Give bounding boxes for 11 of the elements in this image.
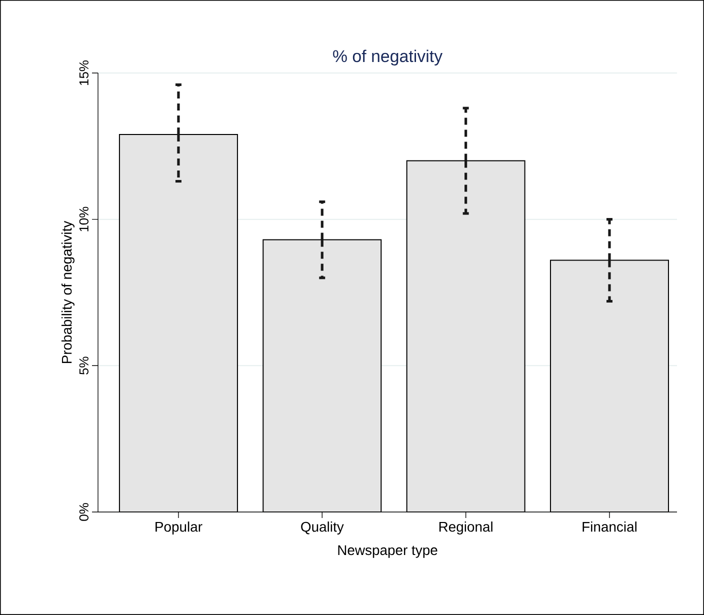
y-tick-label: 0% bbox=[79, 503, 88, 521]
x-axis-title: Newspaper type bbox=[338, 545, 438, 558]
y-axis-title: Probability of negativity bbox=[61, 220, 74, 364]
x-tick-label: Regional bbox=[439, 522, 492, 535]
y-tick-label: 15% bbox=[79, 60, 88, 85]
chart-title: % of negativity bbox=[333, 50, 443, 66]
y-tick-label: 10% bbox=[79, 206, 88, 232]
y-tick-label: 5% bbox=[79, 356, 88, 374]
x-tick-label: Popular bbox=[156, 522, 202, 535]
x-tick-label: Financial bbox=[582, 522, 636, 532]
x-tick-label: Quality bbox=[301, 522, 344, 535]
